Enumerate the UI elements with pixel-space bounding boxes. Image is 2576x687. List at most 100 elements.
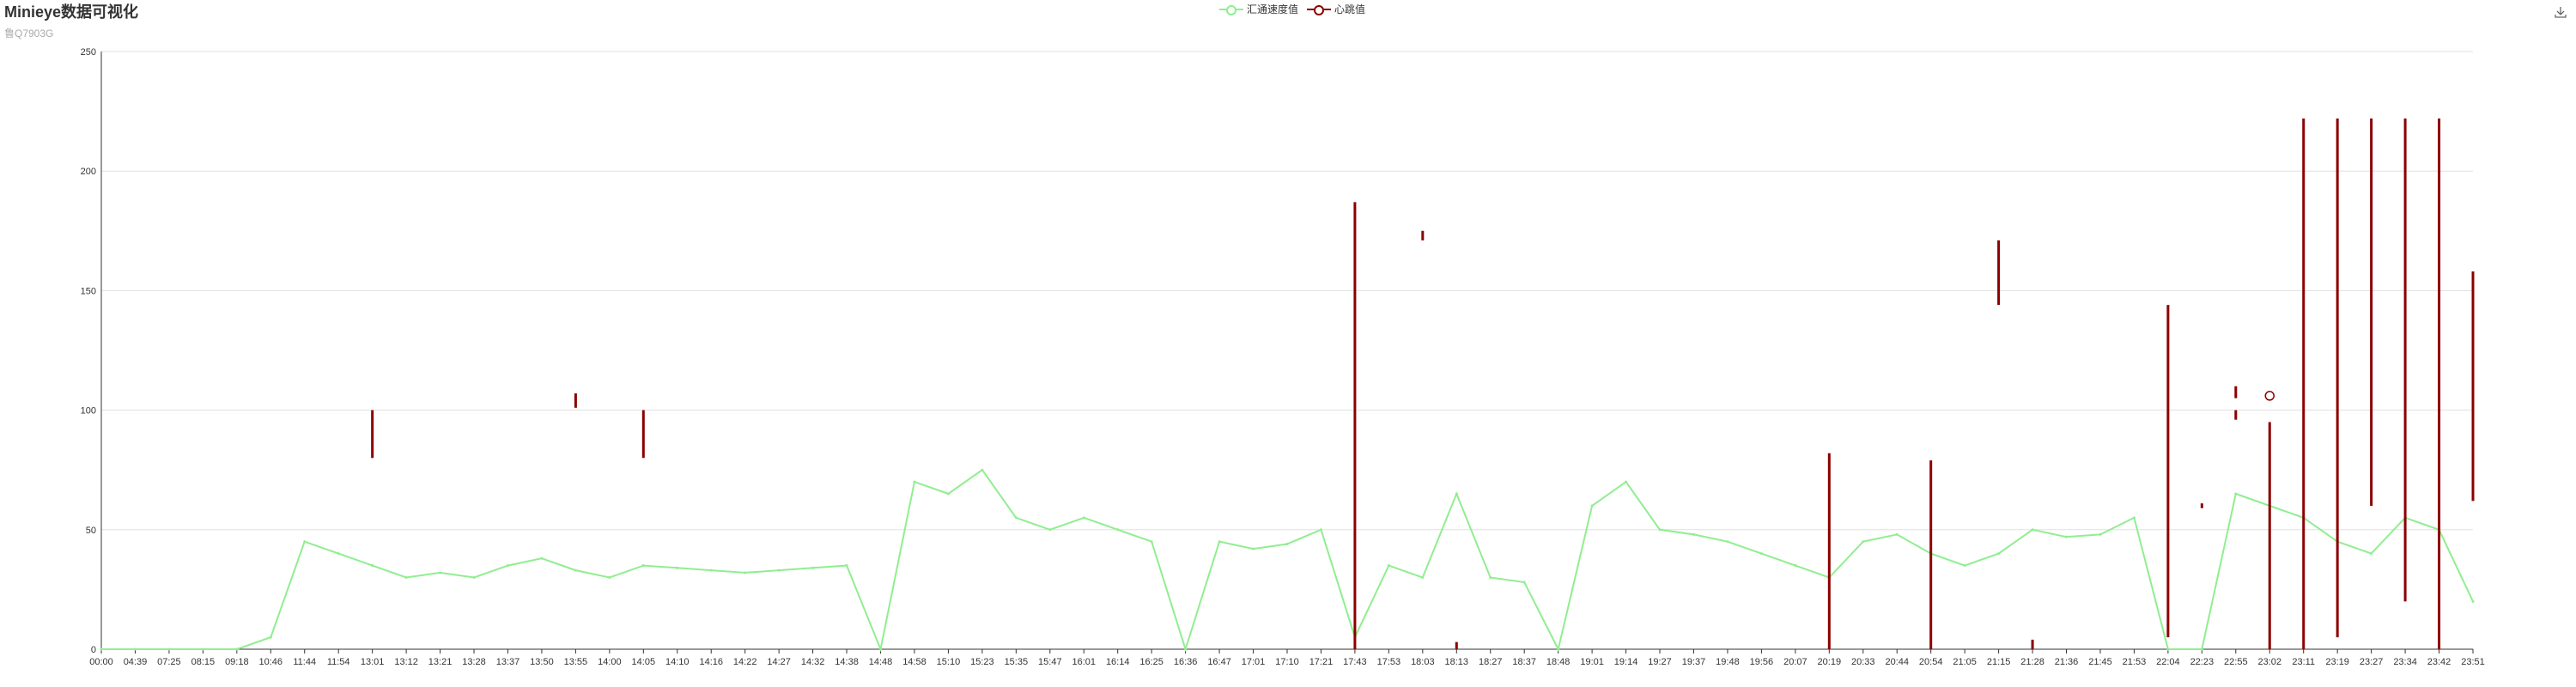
- x-tick-label: 21:28: [2020, 657, 2044, 667]
- speed-point: [506, 564, 509, 568]
- speed-point: [2099, 532, 2102, 536]
- chart-labels: 0 50 100 150 200 250 00:00 04:39 07:25 08:15 09:18…: [81, 47, 2485, 667]
- x-tick-label: 23:19: [2325, 657, 2349, 667]
- heartbeat-point: [2264, 391, 2275, 401]
- x-tick-label: 22:04: [2156, 657, 2180, 667]
- legend-item-speed[interactable]: 汇通速度值: [1219, 2, 1298, 16]
- x-tick-label: 20:33: [1851, 657, 1875, 667]
- x-tick-label: 19:14: [1614, 657, 1638, 667]
- x-tick-label: 13:37: [496, 657, 520, 667]
- x-tick-label: 14:27: [767, 657, 791, 667]
- legend-swatch-heartbeat: [1307, 4, 1332, 15]
- x-tick-label: 14:10: [665, 657, 690, 667]
- speed-point: [1421, 575, 1425, 579]
- speed-point: [1590, 504, 1594, 508]
- speed-point: [2234, 492, 2238, 495]
- x-tick-label: 14:05: [632, 657, 656, 667]
- y-tick-label: 250: [81, 47, 96, 58]
- y-tick-label: 0: [91, 645, 96, 655]
- speed-point: [676, 566, 679, 569]
- speed-point: [404, 575, 408, 579]
- speed-point: [1184, 647, 1188, 651]
- x-tick-label: 13:55: [564, 657, 588, 667]
- x-tick-label: 14:58: [902, 657, 927, 667]
- x-tick-label: 18:27: [1479, 657, 1503, 667]
- speed-point: [2166, 647, 2170, 651]
- speed-point: [1150, 540, 1153, 544]
- x-tick-label: 07:25: [157, 657, 181, 667]
- speed-point: [2132, 516, 2136, 520]
- speed-point: [1625, 480, 1628, 483]
- x-tick-label: 14:48: [869, 657, 893, 667]
- x-tick-label: 19:27: [1648, 657, 1672, 667]
- speed-point: [439, 571, 442, 575]
- x-tick-label: 19:56: [1750, 657, 1774, 667]
- legend-item-heartbeat[interactable]: 心跳值: [1307, 2, 1365, 16]
- speed-point: [1726, 540, 1729, 544]
- speed-point: [946, 492, 950, 495]
- speed-point: [811, 566, 815, 569]
- x-tick-label: 16:14: [1106, 657, 1130, 667]
- speed-point: [1218, 540, 1221, 544]
- speed-point: [574, 568, 577, 572]
- legend-swatch-speed: [1219, 4, 1243, 15]
- x-tick-label: 14:32: [801, 657, 825, 667]
- speed-point: [1116, 528, 1120, 532]
- y-tick-label: 50: [86, 526, 96, 536]
- x-tick-label: 13:28: [462, 657, 486, 667]
- x-tick-label: 13:50: [530, 657, 554, 667]
- speed-point: [1557, 647, 1560, 651]
- x-tick-label: 23:11: [2292, 657, 2315, 667]
- speed-point: [2200, 647, 2203, 651]
- speed-point: [269, 635, 272, 639]
- chart-grid: [101, 51, 2473, 531]
- x-tick-label: 14:38: [835, 657, 859, 667]
- speed-point: [913, 480, 916, 483]
- speed-point: [1692, 532, 1695, 536]
- x-tick-label: 23:27: [2360, 657, 2384, 667]
- chart-marks: [100, 118, 2475, 653]
- speed-point: [1048, 528, 1052, 532]
- speed-point: [1082, 516, 1085, 520]
- chart-legend: 汇通速度值 心跳值: [1219, 2, 1365, 16]
- chart-subtitle: 鲁Q7903G: [4, 27, 54, 40]
- speed-point: [1455, 492, 1458, 495]
- x-tick-label: 19:48: [1716, 657, 1740, 667]
- x-tick-label: 13:12: [394, 657, 418, 667]
- x-tick-label: 21:05: [1953, 657, 1977, 667]
- x-tick-label: 23:34: [2393, 657, 2417, 667]
- x-tick-label: 08:15: [191, 657, 216, 667]
- download-icon[interactable]: [2554, 5, 2567, 19]
- x-tick-label: 16:01: [1072, 657, 1096, 667]
- speed-point: [1794, 564, 1797, 568]
- speed-point: [540, 556, 544, 560]
- x-tick-label: 14:22: [733, 657, 757, 667]
- x-tick-label: 15:10: [937, 657, 961, 667]
- speed-point: [744, 571, 747, 575]
- x-tick-label: 18:13: [1445, 657, 1469, 667]
- speed-point: [2031, 528, 2034, 532]
- x-tick-label: 23:42: [2427, 657, 2451, 667]
- x-tick-label: 20:54: [1919, 657, 1943, 667]
- speed-point: [845, 564, 848, 568]
- speed-point: [1658, 528, 1662, 532]
- speed-point: [709, 568, 713, 572]
- x-tick-label: 11:54: [327, 657, 350, 667]
- y-tick-label: 100: [81, 406, 96, 416]
- speed-point: [777, 568, 781, 572]
- speed-point: [1285, 543, 1289, 546]
- x-tick-label: 09:18: [225, 657, 249, 667]
- speed-point: [2471, 599, 2475, 603]
- y-tick-label: 200: [81, 167, 96, 177]
- x-tick-label: 13:01: [361, 657, 385, 667]
- x-tick-label: 19:01: [1580, 657, 1604, 667]
- speed-point: [201, 647, 204, 651]
- x-tick-label: 15:47: [1038, 657, 1062, 667]
- speed-point: [1997, 552, 2001, 556]
- y-tick-label: 150: [81, 286, 96, 296]
- x-tick-label: 04:39: [124, 657, 148, 667]
- x-tick-label: 16:25: [1139, 657, 1163, 667]
- x-tick-label: 14:00: [598, 657, 622, 667]
- speed-point: [1522, 581, 1526, 584]
- x-tick-label: 17:53: [1377, 657, 1401, 667]
